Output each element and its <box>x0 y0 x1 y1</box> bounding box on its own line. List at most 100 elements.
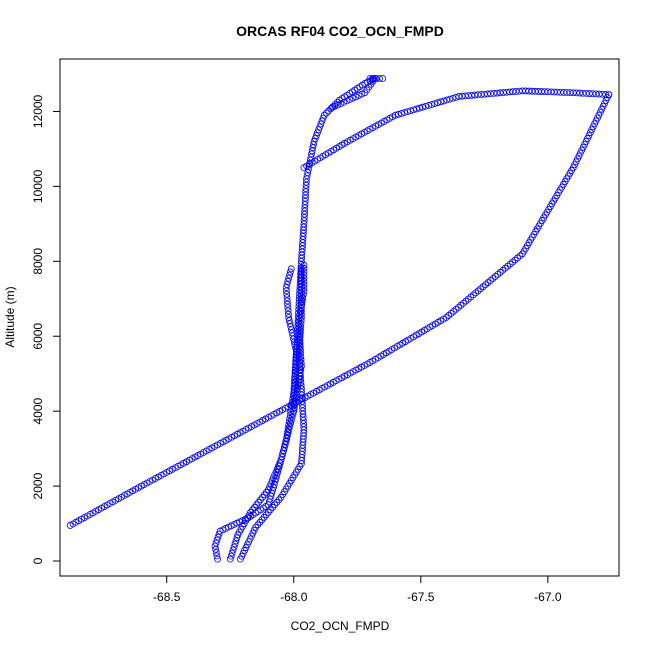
data-point <box>349 94 357 102</box>
data-point <box>315 126 323 134</box>
data-point <box>413 105 420 113</box>
data-point <box>477 285 485 293</box>
data-point <box>297 264 305 272</box>
data-point <box>443 96 451 104</box>
data-point <box>230 543 238 551</box>
data-point <box>434 99 442 107</box>
data-point <box>252 523 260 531</box>
data-point <box>296 343 304 351</box>
data-point <box>283 435 291 442</box>
data-point <box>294 329 301 336</box>
data-point <box>479 283 487 291</box>
data-point <box>226 555 234 563</box>
data-point <box>579 89 587 97</box>
data-point <box>213 536 221 544</box>
data-point <box>284 300 291 308</box>
data-point <box>461 92 469 100</box>
y-tick-label: 6000 <box>31 323 45 350</box>
data-point <box>285 274 293 282</box>
data-point <box>595 90 603 98</box>
data-point <box>297 346 304 354</box>
data-point <box>334 101 342 109</box>
data-point <box>428 101 436 108</box>
data-point <box>294 319 302 327</box>
data-point <box>445 312 453 319</box>
data-point <box>301 201 309 208</box>
data-point <box>379 75 387 82</box>
data-point <box>267 506 274 514</box>
data-points <box>66 75 613 563</box>
data-point <box>292 358 300 366</box>
data-point <box>267 480 275 488</box>
data-point <box>233 534 241 542</box>
data-point <box>302 188 310 196</box>
data-point <box>509 258 517 266</box>
data-point <box>493 89 501 97</box>
data-point <box>275 462 282 470</box>
x-axis: -68.5 -68.0 -67.5 -67.0 <box>153 576 562 604</box>
data-point <box>318 117 326 125</box>
data-point <box>573 89 580 97</box>
data-point <box>327 105 335 113</box>
data-point <box>231 540 239 548</box>
data-point <box>279 450 287 458</box>
plot-frame <box>59 58 620 577</box>
data-point <box>300 164 308 172</box>
data-point <box>450 307 458 315</box>
y-axis-label: Altitude (m) <box>3 286 17 347</box>
data-point <box>289 332 297 340</box>
data-point <box>320 111 328 119</box>
data-point <box>272 468 280 476</box>
data-point <box>286 422 294 430</box>
data-point <box>295 306 303 313</box>
data-point <box>290 407 298 415</box>
data-point <box>462 297 470 305</box>
data-point <box>276 459 284 467</box>
data-point <box>598 90 606 98</box>
data-point <box>282 438 290 446</box>
data-point <box>277 456 285 464</box>
data-point <box>283 297 291 305</box>
data-point <box>358 90 366 98</box>
data-point <box>303 175 310 183</box>
y-tick-label: 2000 <box>31 472 45 499</box>
data-point <box>301 207 309 215</box>
data-point <box>284 304 292 311</box>
data-point <box>227 552 235 560</box>
data-point <box>317 120 325 128</box>
data-point <box>307 153 315 161</box>
data-point <box>296 286 304 294</box>
data-point <box>494 270 502 278</box>
data-point <box>308 147 316 155</box>
data-point <box>302 181 310 189</box>
x-tick-label: -68.0 <box>280 590 308 604</box>
data-point <box>419 103 427 111</box>
data-point <box>281 441 289 449</box>
data-point <box>275 496 283 504</box>
data-point <box>300 220 308 228</box>
data-point <box>286 268 294 276</box>
data-point <box>295 302 303 310</box>
data-point <box>452 93 460 101</box>
data-point <box>355 92 363 99</box>
data-point <box>294 322 302 330</box>
data-point <box>304 166 312 173</box>
data-point <box>301 197 309 205</box>
data-point <box>264 486 272 494</box>
data-point <box>323 109 330 117</box>
data-point <box>215 530 223 538</box>
data-point <box>301 194 309 202</box>
data-point <box>482 281 489 289</box>
data-point <box>314 129 321 137</box>
data-point <box>312 132 320 139</box>
data-point <box>283 287 290 295</box>
data-point <box>292 355 300 363</box>
data-point <box>302 191 309 199</box>
data-point <box>296 290 303 297</box>
data-point <box>295 299 303 307</box>
data-point <box>254 521 262 529</box>
data-point <box>407 107 414 115</box>
data-point <box>446 95 454 103</box>
data-point <box>212 549 220 556</box>
data-point <box>293 338 301 346</box>
